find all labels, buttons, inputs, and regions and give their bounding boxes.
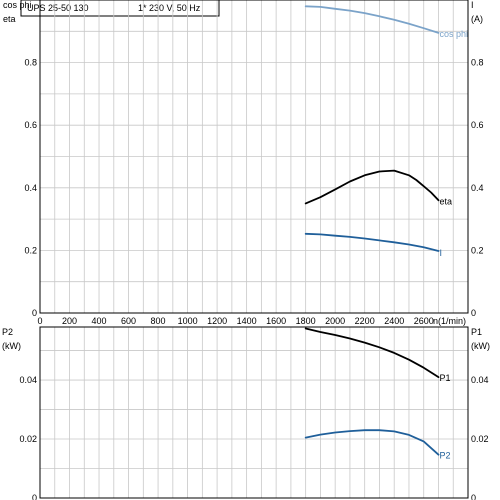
ytick-left-top-0.6: 0.6: [24, 120, 37, 130]
series-line-cos-phi: [304, 5, 440, 34]
xtick-2400: 2400: [384, 316, 404, 326]
xtick-2600: 2600: [414, 316, 434, 326]
series-label-p1: P1: [439, 373, 450, 383]
ytick-right-top-0.2: 0.2: [471, 245, 484, 255]
ytick-right-top-0: 0: [471, 308, 476, 318]
series-line-p1: [304, 327, 440, 379]
xlabel: n(1/min): [433, 316, 466, 326]
xtick-1400: 1400: [237, 316, 257, 326]
ylabel-left-bottom-0: P2: [2, 327, 13, 337]
xtick-0: 0: [37, 316, 42, 326]
ytick-left-top-0.8: 0.8: [24, 58, 37, 68]
xtick-1000: 1000: [178, 316, 198, 326]
ylabel-right-bottom-0: P1: [471, 327, 482, 337]
ylabel-left-bottom-1: (kW): [2, 341, 21, 351]
ytick-right-top-0.8: 0.8: [471, 58, 484, 68]
ylabel-right-top-0: I: [471, 0, 474, 10]
series-line-eta: [304, 169, 440, 205]
ylabel-left-top-0: cos phi: [3, 0, 32, 10]
xtick-400: 400: [92, 316, 107, 326]
xtick-1200: 1200: [207, 316, 227, 326]
label-layer: 0 0.2 0.4 0.6 0.8 0 0.2 0.4 0.6 0.8 cos phi eta I (A)…: [2, 0, 490, 500]
header-supply: 1* 230 V, 50 Hz: [138, 3, 201, 13]
ytick-right-bottom-0: 0: [471, 493, 476, 500]
ytick-left-bottom-0.02: 0.02: [19, 434, 37, 444]
series-line-i: [304, 232, 440, 252]
ytick-left-bottom-0: 0: [32, 493, 37, 500]
ylabel-right-top-1: (A): [471, 14, 483, 24]
xtick-2000: 2000: [325, 316, 345, 326]
xtick-800: 800: [151, 316, 166, 326]
series-line-p2: [304, 429, 440, 456]
ytick-right-top-0.6: 0.6: [471, 120, 484, 130]
series-label-p2: P2: [439, 451, 450, 461]
ylabel-right-bottom-1: (kW): [471, 341, 490, 351]
series-label-eta: eta: [439, 196, 452, 206]
ytick-left-top-0.2: 0.2: [24, 245, 37, 255]
xtick-600: 600: [121, 316, 136, 326]
ytick-left-top-0: 0: [32, 308, 37, 318]
series-layer: [304, 5, 440, 456]
plot-frame-top: [39, 0, 469, 314]
ytick-left-top-0.4: 0.4: [24, 183, 37, 193]
ytick-right-bottom-0.02: 0.02: [471, 434, 489, 444]
plot-frame-bottom: [39, 326, 469, 499]
grid-layer: [40, 0, 468, 498]
ytick-right-top-0.4: 0.4: [471, 183, 484, 193]
ylabel-left-top-1: eta: [3, 14, 16, 24]
xtick-2200: 2200: [355, 316, 375, 326]
ytick-right-bottom-0.04: 0.04: [471, 375, 489, 385]
series-label-i: I: [439, 248, 442, 258]
xtick-1800: 1800: [296, 316, 316, 326]
axes-layer: [39, 0, 469, 499]
xtick-200: 200: [62, 316, 77, 326]
xtick-1600: 1600: [266, 316, 286, 326]
series-label-cos-phi: cos phi: [439, 29, 468, 39]
ytick-left-bottom-0.04: 0.04: [19, 375, 37, 385]
header-box: [20, 0, 220, 17]
header-model: UPS 25-50 130: [27, 3, 89, 13]
